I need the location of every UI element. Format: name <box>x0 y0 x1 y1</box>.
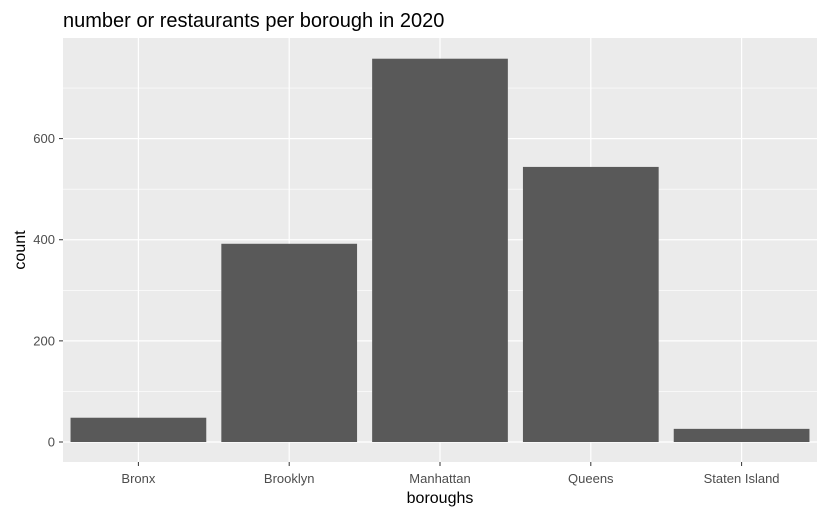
bars <box>70 58 810 443</box>
x-tick-label-manhattan: Manhattan <box>409 471 470 486</box>
x-tick-label-queens: Queens <box>568 471 614 486</box>
y-axis-ticks: 0 200 400 600 <box>33 131 63 450</box>
x-tick-label-bronx: Bronx <box>121 471 155 486</box>
bar-queens <box>522 166 659 442</box>
bar-brooklyn <box>221 243 358 442</box>
x-tick-label-brooklyn: Brooklyn <box>264 471 315 486</box>
x-axis-title: boroughs <box>407 490 474 507</box>
chart-title: number or restaurants per borough in 202… <box>63 10 444 32</box>
y-tick-label-1: 200 <box>33 333 55 348</box>
x-axis-ticks: Bronx Brooklyn Manhattan Queens Staten Islan… <box>121 462 780 486</box>
y-axis-title: count <box>12 230 29 270</box>
y-tick-label-0: 0 <box>48 435 55 450</box>
bar-manhattan <box>372 58 508 443</box>
y-tick-label-2: 400 <box>33 232 55 247</box>
bar-staten-island <box>673 428 810 442</box>
x-tick-label-staten-island: Staten Island <box>704 471 780 486</box>
bar-bronx <box>70 417 207 442</box>
y-tick-label-3: 600 <box>33 131 55 146</box>
